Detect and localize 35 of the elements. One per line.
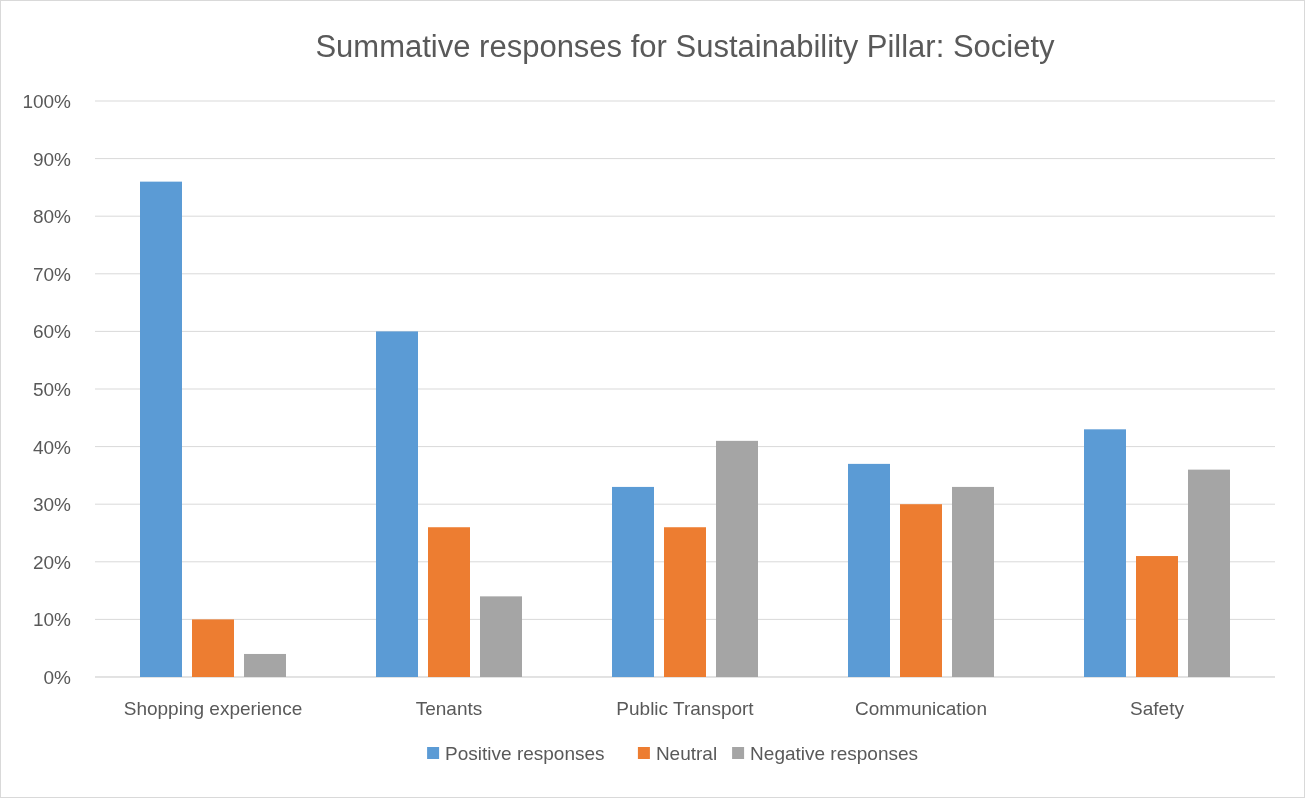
bar	[1084, 429, 1126, 677]
y-tick-label: 90%	[32, 148, 72, 170]
bar	[192, 619, 234, 677]
y-tick-label: 100%	[22, 91, 72, 112]
bar	[244, 653, 286, 677]
x-tick-label: Shopping experience	[123, 698, 303, 719]
chart-title: Summative responses for Sustainability Pillar: Society	[315, 29, 1056, 64]
bar	[664, 527, 706, 677]
y-tick-label: 50%	[32, 379, 72, 400]
bar	[952, 486, 994, 677]
y-tick-label: 0%	[43, 667, 72, 688]
bar	[140, 181, 182, 677]
y-tick-label: 10%	[32, 609, 72, 631]
bar	[428, 527, 470, 677]
x-tick-label: Communication	[855, 698, 987, 719]
bar	[1188, 469, 1230, 677]
y-tick-label: 40%	[32, 436, 72, 458]
y-tick-label: 80%	[32, 206, 72, 228]
y-tick-label: 60%	[32, 321, 72, 343]
x-tick-label: Tenants	[415, 698, 483, 719]
x-tick-label: Public Transport	[616, 698, 755, 719]
legend-label: Positive responses	[445, 743, 605, 764]
bar	[612, 486, 654, 677]
y-tick-label: 30%	[32, 494, 72, 516]
bar	[376, 331, 418, 677]
bar	[716, 440, 758, 677]
y-tick-label: 70%	[32, 263, 72, 285]
x-tick-label: Safety	[1130, 698, 1185, 719]
y-tick-label: 20%	[32, 551, 72, 573]
bar	[1136, 556, 1178, 677]
bar	[848, 463, 890, 677]
legend-label: Neutral	[655, 743, 718, 764]
bar	[900, 504, 942, 677]
legend-label: Negative responses	[750, 743, 919, 764]
bar	[480, 596, 522, 677]
